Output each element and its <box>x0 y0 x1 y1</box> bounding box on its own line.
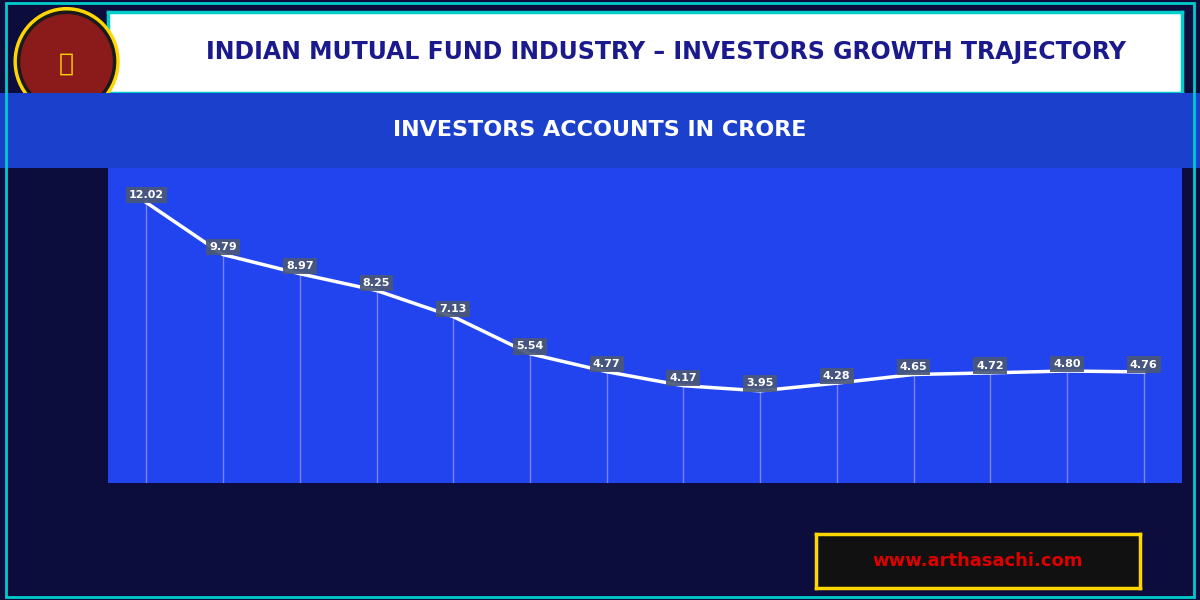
Text: 4.28: 4.28 <box>823 371 851 381</box>
Text: INVESTORS ACCOUNTS IN CRORE: INVESTORS ACCOUNTS IN CRORE <box>394 121 806 140</box>
Circle shape <box>22 14 113 109</box>
Text: 4.80: 4.80 <box>1054 359 1081 368</box>
Text: INDIAN MUTUAL FUND INDUSTRY – INVESTORS GROWTH TRAJECTORY: INDIAN MUTUAL FUND INDUSTRY – INVESTORS … <box>206 40 1127 64</box>
Text: 🌿: 🌿 <box>59 52 74 76</box>
Text: 9.79: 9.79 <box>209 242 236 252</box>
Text: 8.25: 8.25 <box>362 278 390 288</box>
Text: 3.95: 3.95 <box>746 379 774 389</box>
Text: 4.77: 4.77 <box>593 359 620 370</box>
Text: 4.17: 4.17 <box>670 373 697 383</box>
Circle shape <box>18 11 115 112</box>
Text: 12.02: 12.02 <box>128 190 164 200</box>
Text: 8.97: 8.97 <box>286 262 313 271</box>
Circle shape <box>14 8 119 115</box>
Text: 4.76: 4.76 <box>1129 359 1158 370</box>
Text: www.arthasachi.com: www.arthasachi.com <box>872 552 1084 570</box>
FancyBboxPatch shape <box>800 532 1157 590</box>
Text: 7.13: 7.13 <box>439 304 467 314</box>
Text: ArthaSachi Venture: ArthaSachi Venture <box>47 127 199 140</box>
Text: 4.72: 4.72 <box>977 361 1004 371</box>
Text: 4.65: 4.65 <box>900 362 928 372</box>
Text: 5.54: 5.54 <box>516 341 544 352</box>
